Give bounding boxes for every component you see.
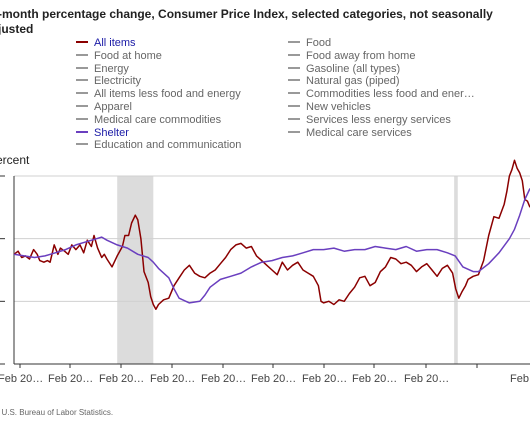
legend-item-energy[interactable]: Energy <box>76 63 129 76</box>
x-tick-label: Feb 20… <box>251 373 296 385</box>
legend-swatch <box>76 92 88 95</box>
legend-swatch <box>288 117 300 120</box>
legend-swatch <box>288 41 300 44</box>
legend-swatch <box>76 79 88 82</box>
legend-swatch <box>288 66 300 69</box>
x-tick-label: Feb 2 <box>510 373 530 385</box>
recession-band-1 <box>117 176 154 364</box>
legend-item-all-items[interactable]: All items <box>76 37 136 50</box>
legend-label: Gasoline (all types) <box>306 62 401 75</box>
legend-swatch <box>76 143 88 146</box>
x-tick-label: Feb 20… <box>352 373 397 385</box>
legend-item-medical-care-services[interactable]: Medical care services <box>288 127 412 140</box>
legend-item-food-away-from-home[interactable]: Food away from home <box>288 50 415 63</box>
legend-label: Natural gas (piped) <box>306 75 400 88</box>
legend-label: Food away from home <box>306 49 416 62</box>
x-tick-label: Feb 20… <box>404 373 449 385</box>
legend-item-medical-care-commodities[interactable]: Medical care commodities <box>76 114 221 127</box>
series-line-shelter <box>13 188 530 304</box>
legend-swatch <box>288 105 300 108</box>
legend-item-apparel[interactable]: Apparel <box>76 101 132 114</box>
legend-label: Food at home <box>94 49 162 62</box>
legend-item-all-items-less-food-and-energy[interactable]: All items less food and energy <box>76 88 241 101</box>
legend-item-shelter[interactable]: Shelter <box>76 127 129 140</box>
legend-label: New vehicles <box>306 101 371 113</box>
legend-label: Apparel <box>94 101 132 113</box>
legend-item-commodities-less-food-and-ener[interactable]: Commodities less food and ener… <box>288 88 475 101</box>
x-tick-label: Feb 20… <box>150 373 195 385</box>
legend-swatch <box>76 117 88 120</box>
legend-label: Services less energy services <box>306 113 451 126</box>
legend-item-services-less-energy-services[interactable]: Services less energy services <box>288 114 451 127</box>
x-tick-label: Feb 20… <box>48 373 93 385</box>
legend-item-education-and-communication[interactable]: Education and communication <box>76 139 241 152</box>
legend-swatch <box>288 92 300 95</box>
legend-swatch <box>76 41 88 44</box>
recession-band-2 <box>454 176 458 364</box>
legend-item-food-at-home[interactable]: Food at home <box>76 50 162 63</box>
legend-item-new-vehicles[interactable]: New vehicles <box>288 101 371 114</box>
legend-swatch <box>288 79 300 82</box>
legend-swatch <box>76 130 88 133</box>
legend-label: All items less food and energy <box>94 88 241 101</box>
x-tick-label: Feb 20… <box>201 373 246 385</box>
legend-swatch <box>76 53 88 56</box>
legend-label: Education and communication <box>94 139 242 152</box>
series-line-all-items <box>13 159 530 310</box>
legend-label: Shelter <box>94 126 129 139</box>
legend-label: Commodities less food and ener… <box>306 88 475 101</box>
x-tick-label: Feb 20… <box>302 373 347 385</box>
legend-label: Medical care services <box>306 126 412 139</box>
y-axis-label: ercent <box>0 153 30 167</box>
source-note: : U.S. Bureau of Labor Statistics. <box>0 408 114 417</box>
legend-item-electricity[interactable]: Electricity <box>76 75 141 88</box>
legend-label: Electricity <box>94 75 142 88</box>
legend-swatch <box>76 105 88 108</box>
legend-label: Food <box>306 37 332 49</box>
legend-label: All items <box>94 37 136 49</box>
chart-title: -month percentage change, Consumer Price… <box>0 7 493 36</box>
legend-item-food[interactable]: Food <box>288 37 331 50</box>
legend-swatch <box>288 53 300 56</box>
x-tick-label: Feb 20… <box>99 373 144 385</box>
legend-label: Energy <box>94 62 129 75</box>
legend-item-gasoline-all-types[interactable]: Gasoline (all types) <box>288 63 400 76</box>
x-tick-label: Feb 20… <box>0 373 43 385</box>
legend-label: Medical care commodities <box>94 113 222 126</box>
legend-item-natural-gas-piped[interactable]: Natural gas (piped) <box>288 75 400 88</box>
legend-swatch <box>288 130 300 133</box>
legend-swatch <box>76 66 88 69</box>
